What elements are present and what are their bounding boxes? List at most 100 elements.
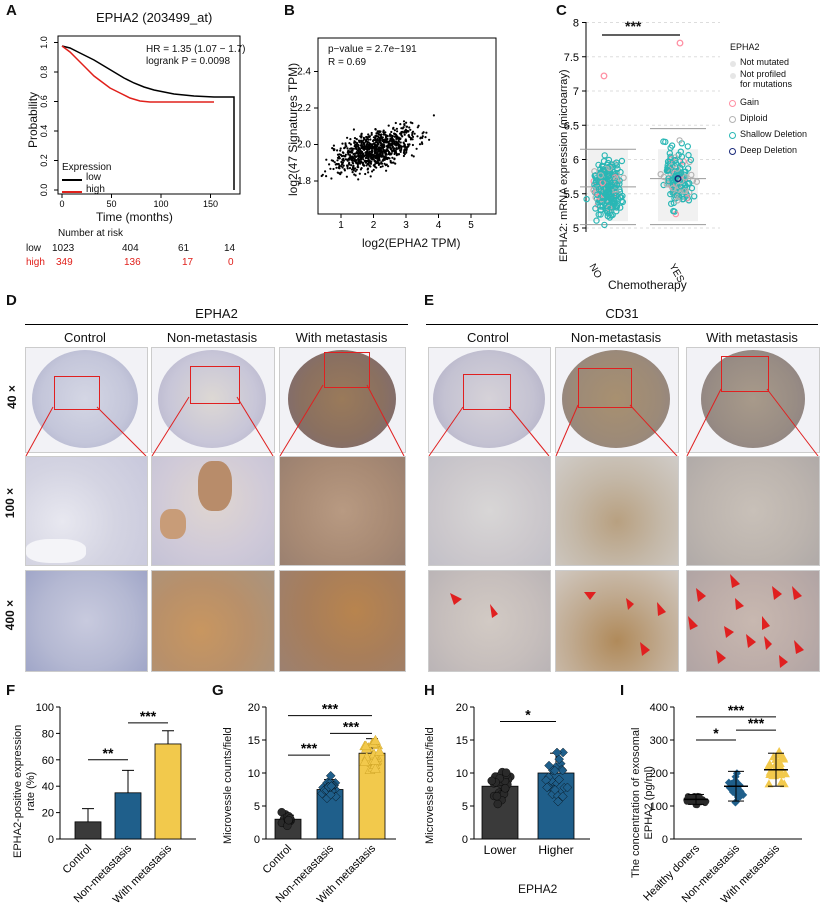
scatter-point <box>348 167 352 170</box>
scatter-point <box>364 139 368 142</box>
d-col-met: With metastasis <box>295 330 388 345</box>
scatter-point <box>335 166 338 169</box>
km-legend-title: Expression <box>62 162 112 173</box>
scatter-point <box>395 137 398 140</box>
scatter-point <box>362 158 365 161</box>
mrna-point <box>604 182 611 190</box>
scatter-point <box>374 147 377 150</box>
mrna-point <box>684 165 692 172</box>
scatter-point <box>373 152 376 155</box>
sig-label: *** <box>140 708 157 724</box>
scatter-point <box>351 149 354 152</box>
scatter-point <box>379 146 382 149</box>
data-point <box>765 759 775 768</box>
x-tick-label: Higher <box>538 843 573 857</box>
scatter-point <box>394 121 397 125</box>
km-plot-frame <box>57 35 241 195</box>
scatter-point <box>357 139 361 142</box>
data-point <box>553 796 563 807</box>
d-nonmet-100x-nest2 <box>160 509 186 539</box>
data-point <box>550 785 560 795</box>
scatter-point <box>340 171 343 174</box>
e-met-40x <box>686 347 820 453</box>
scatter-point <box>400 134 403 137</box>
scatter-point <box>336 163 339 166</box>
mrna-point <box>682 173 689 181</box>
mrna-point <box>613 207 620 215</box>
scatter-xtick-label: 3 <box>403 220 409 231</box>
scatter-point <box>370 133 373 136</box>
legend-not-profiled: Not profiled <box>740 69 787 79</box>
d-control-100x <box>25 456 148 566</box>
data-point <box>562 782 573 793</box>
scatter-point <box>363 155 366 158</box>
scatter-frame <box>317 37 497 215</box>
scatter-point <box>344 153 347 156</box>
scatter-point <box>345 175 348 178</box>
y-tick-label: 100 <box>650 801 668 813</box>
mrna-point-deep <box>674 175 682 183</box>
scatter-point <box>351 171 354 174</box>
scatter-point <box>350 158 353 161</box>
y-tick-label: 80 <box>42 728 54 740</box>
mrna-point <box>675 182 682 190</box>
scatter-point <box>409 128 412 131</box>
scatter-point <box>376 135 379 138</box>
scatter-point <box>343 155 346 158</box>
scatter-point <box>333 161 336 164</box>
data-point <box>544 760 554 771</box>
scatter-point <box>357 178 360 181</box>
mrna-point <box>684 143 692 150</box>
scatter-point <box>382 141 385 144</box>
scatter-point <box>370 154 373 157</box>
scatter-point <box>341 159 344 162</box>
mrna-svg: 5 5.5 6 6.5 7 7.5 8 <box>564 18 720 235</box>
data-point <box>492 792 502 801</box>
data-point <box>554 774 564 785</box>
scatter-ytick-label: 2.2 <box>297 103 311 114</box>
y-tick-label: 20 <box>248 702 260 714</box>
scatter-point <box>391 135 394 138</box>
d-met-100x <box>279 456 406 566</box>
km-ytick-label: 1.0 <box>39 36 49 49</box>
scatter-point <box>373 150 377 153</box>
scatter-point <box>355 151 358 154</box>
sig-label: *** <box>322 701 339 717</box>
panel-d-title: EPHA2 <box>195 306 238 321</box>
scatter-point <box>376 157 379 160</box>
km-risk-low-1: 404 <box>122 243 139 254</box>
scatter-point <box>360 132 363 135</box>
km-xlabel: Time (months) <box>96 210 173 224</box>
scatter-point <box>407 144 410 148</box>
data-point <box>369 763 381 773</box>
scatter-point <box>392 149 395 152</box>
scatter-point <box>374 139 377 142</box>
scatter-point <box>403 150 406 153</box>
scatter-point <box>396 130 399 133</box>
scatter-point <box>325 158 328 161</box>
scatter-point <box>387 144 390 147</box>
km-risk-low-0: 1023 <box>52 243 75 254</box>
scatter-point <box>390 137 394 140</box>
scatter-point <box>341 163 344 166</box>
mrna-point <box>609 168 617 175</box>
scatter-point <box>364 151 367 154</box>
scatter-point <box>336 156 340 159</box>
scatter-point <box>373 155 376 158</box>
scatter-point <box>387 141 390 144</box>
scatter-point <box>420 141 423 144</box>
scatter-point <box>417 124 420 127</box>
e-col-met: With metastasis <box>706 330 798 345</box>
data-point <box>558 791 568 802</box>
scatter-point <box>332 159 335 162</box>
arrowhead <box>779 655 788 668</box>
scatter-point <box>424 136 427 139</box>
scatter-point <box>348 154 352 157</box>
mrna-point <box>600 173 608 180</box>
scatter-xtick-label: 1 <box>338 220 344 231</box>
scatter-point <box>371 150 374 153</box>
scatter-point <box>359 155 362 158</box>
e-met-100x <box>686 456 820 566</box>
scatter-point <box>387 165 390 168</box>
